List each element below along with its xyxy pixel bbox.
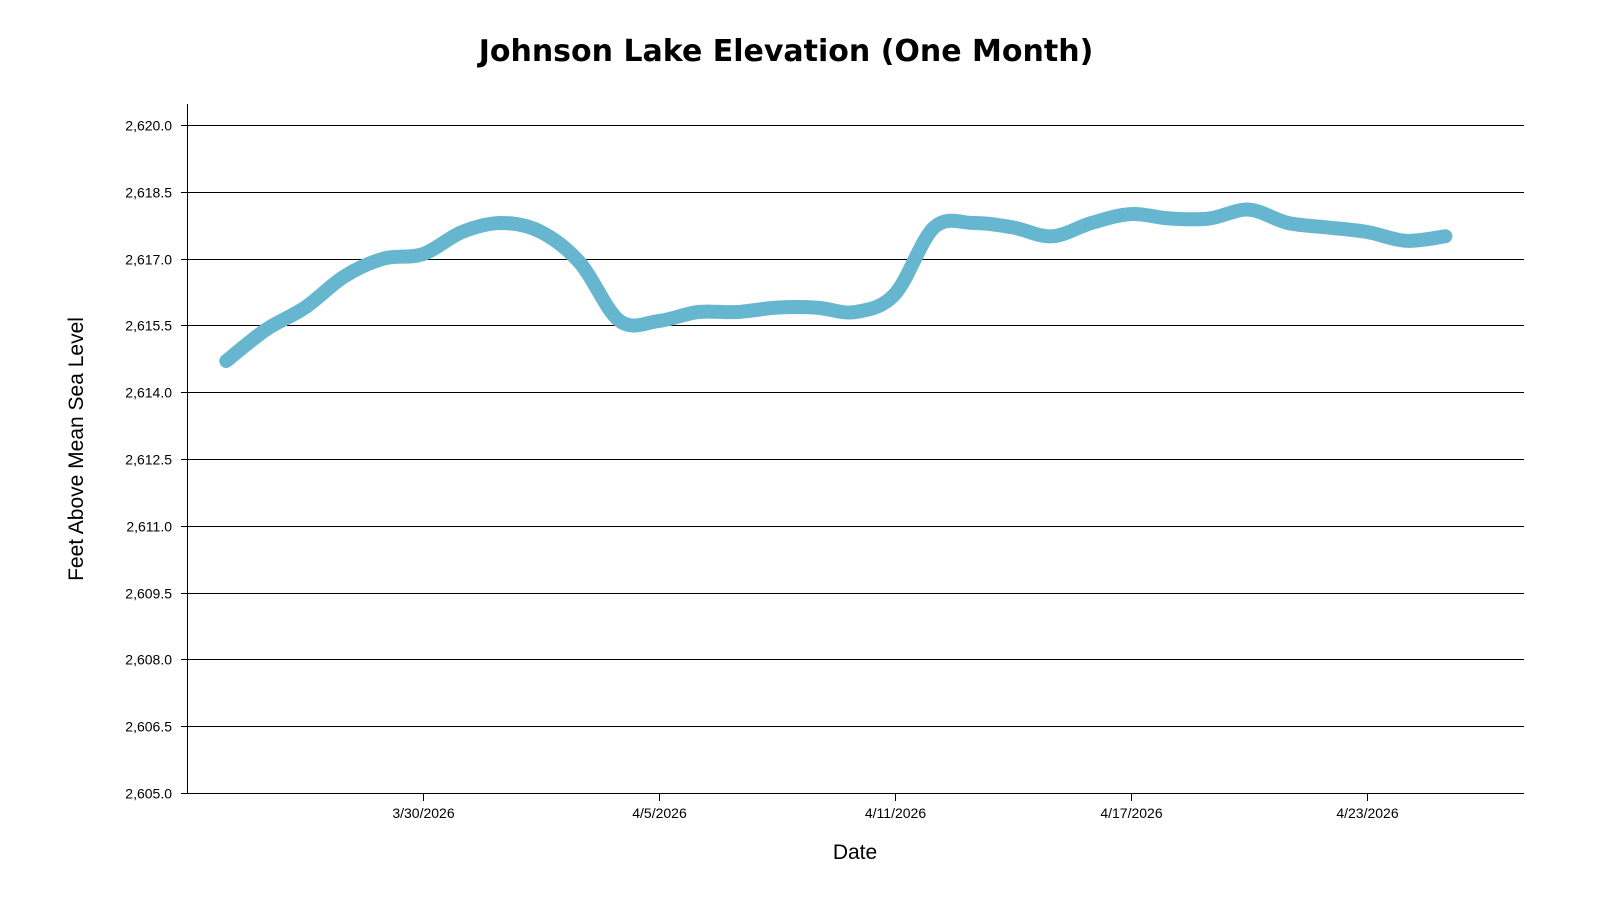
gridlines — [187, 125, 1524, 727]
y-tick-label: 2,611.0 — [126, 519, 172, 535]
x-axis-ticks: 3/30/2026 4/5/2026 4/11/2026 4/17/2026 4/23/… — [392, 793, 1399, 821]
y-tick-label: 2,618.5 — [125, 185, 172, 201]
x-tick-label: 4/11/2026 — [865, 805, 926, 821]
y-tick-label: 2,615.5 — [125, 318, 172, 334]
series-line — [219, 202, 1453, 368]
x-tick-label: 4/17/2026 — [1100, 805, 1162, 821]
y-axis-title: Feet Above Mean Sea Level — [65, 317, 88, 581]
y-tick-label: 2,614.0 — [125, 385, 172, 401]
x-tick-label: 3/30/2026 — [392, 805, 454, 821]
y-tick-label: 2,617.0 — [125, 252, 172, 268]
y-tick-label: 2,612.5 — [125, 452, 172, 468]
x-axis-title: Date — [833, 841, 877, 864]
y-axis-ticks: 2,605.0 2,606.5 2,608.0 2,609.5 2,611.0 2,612… — [125, 118, 187, 802]
chart-title: Johnson Lake Elevation (One Month) — [477, 34, 1094, 69]
y-tick-label: 2,609.5 — [125, 586, 172, 602]
x-tick-label: 4/23/2026 — [1336, 805, 1398, 821]
x-tick-label: 4/5/2026 — [632, 805, 687, 821]
y-tick-label: 2,606.5 — [125, 719, 172, 735]
y-tick-label: 2,620.0 — [125, 118, 172, 134]
y-tick-label: 2,608.0 — [125, 652, 172, 668]
y-tick-label: 2,605.0 — [125, 786, 172, 802]
